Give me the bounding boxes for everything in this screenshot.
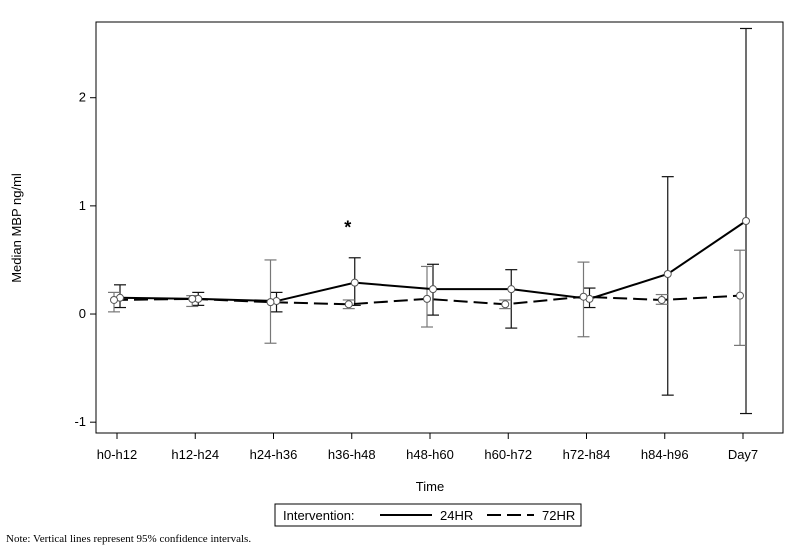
y-tick-label: -1 (74, 414, 86, 429)
legend-label-24hr: 24HR (440, 508, 473, 523)
footnote: Note: Vertical lines represent 95% confi… (6, 533, 252, 545)
x-tick-label: h36-h48 (328, 447, 376, 462)
data-point-72hr (188, 294, 197, 303)
data-point-72hr (657, 295, 666, 304)
x-tick-label: h0-h12 (97, 447, 137, 462)
legend-label-72hr: 72HR (542, 508, 575, 523)
data-point-72hr (423, 294, 431, 303)
x-axis: h0-h12 h12-h24 h24-h36 h36-h48 h48-h60 h60-h7… (97, 433, 758, 462)
y-axis: -1 0 1 2 (74, 90, 96, 429)
x-tick-label: h72-h84 (563, 447, 611, 462)
significance-annotation: * (344, 218, 351, 238)
data-point-24hr (350, 278, 359, 287)
x-tick-label: Day7 (728, 447, 758, 462)
data-point-72hr (110, 295, 118, 304)
x-axis-title: Time (416, 479, 444, 494)
y-tick-label: 0 (79, 306, 86, 321)
data-point-72hr (266, 298, 275, 307)
legend-title: Intervention: (283, 508, 355, 523)
x-tick-label: h84-h96 (641, 447, 689, 462)
x-tick-label: h60-h72 (484, 447, 532, 462)
data-point-72hr (579, 292, 588, 301)
y-tick-label: 2 (79, 90, 86, 105)
data-point-72hr (736, 291, 744, 300)
data-point-72hr (501, 300, 510, 309)
data-point-24hr (742, 217, 750, 226)
data-point-72hr (344, 300, 353, 309)
plot-area (95, 21, 784, 434)
x-tick-label: h12-h24 (171, 447, 219, 462)
data-point-24hr (429, 285, 437, 294)
x-tick-label: h48-h60 (406, 447, 454, 462)
data-point-24hr (663, 270, 672, 279)
legend: Intervention: 24HR 72HR (274, 503, 582, 527)
data-point-24hr (507, 285, 516, 294)
x-tick-label: h24-h36 (250, 447, 298, 462)
y-axis-title: Median MBP ng/ml (9, 173, 24, 283)
y-tick-label: 1 (79, 198, 86, 213)
data-points (110, 217, 750, 309)
